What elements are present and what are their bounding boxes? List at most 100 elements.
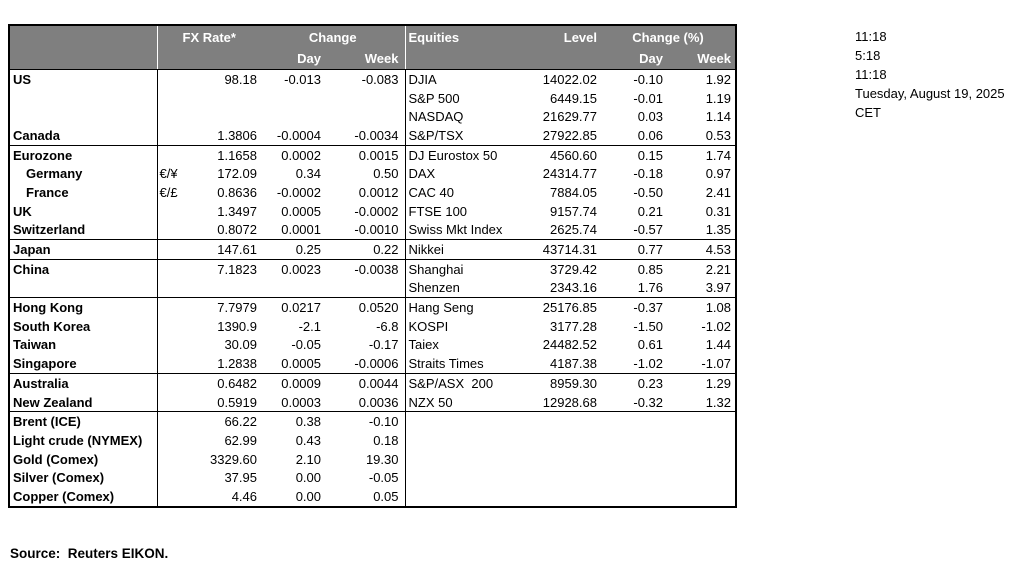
country-label: Singapore	[9, 354, 158, 374]
equity-index-label: Shanghai	[404, 258, 517, 279]
fx-rate-value: 0.8636	[217, 184, 257, 200]
equity-index-label: DAX	[404, 164, 517, 184]
fx-week-change-value: 0.0036	[358, 394, 399, 410]
fx-week-change-value: 19.30	[365, 451, 399, 467]
country-label: Silver (Comex)	[9, 468, 158, 488]
country-label: Copper (Comex)	[9, 487, 158, 507]
header-blank-cell	[9, 48, 158, 70]
table-body: US 98.18 -0.013 -0.083 DJIA 14022.02 -0.…	[9, 69, 736, 507]
equity-week-change-value: 1.92	[705, 71, 731, 87]
fx-week-change-value: 0.0012	[358, 184, 399, 200]
equity-week-change-value	[667, 411, 736, 432]
fx-rate-value: 3329.60	[210, 451, 257, 467]
table-row: Australia 0.6482 0.0009 0.0044 S&P/ASX 2…	[9, 372, 736, 393]
timestamp-1: 11:18	[855, 29, 887, 44]
timestamp-panel: 11:18 5:18 11:18 Tuesday, August 19, 202…	[855, 27, 1005, 122]
fx-rate-value: 172.09	[217, 166, 257, 182]
equity-index-label: Taiex	[404, 335, 517, 355]
currency-pair-label	[157, 431, 195, 450]
source-note: Source: Reuters EIKON.	[10, 546, 169, 561]
fx-day-change-value: 0.0217	[261, 297, 325, 317]
table-row: Taiwan 30.09 -0.05 -0.17 Taiex 24482.52 …	[9, 335, 736, 355]
equity-level-value: 27922.85	[542, 127, 597, 143]
fx-rate-value: 4.46	[231, 488, 257, 504]
fx-day-change-value: 0.00	[295, 488, 321, 504]
fx-day-change-value: -0.05	[291, 337, 321, 353]
currency-pair-label	[157, 450, 195, 469]
equity-level-value: 43714.31	[517, 239, 601, 260]
equity-level-value: 12928.68	[542, 394, 597, 410]
equity-index-label	[404, 449, 517, 469]
equity-level-value: 4560.60	[517, 144, 601, 165]
fx-rate-value	[195, 279, 261, 298]
fx-day-change-value	[261, 89, 325, 108]
fx-week-change-value: -0.05	[368, 470, 399, 486]
fx-week-header: Week	[325, 48, 405, 70]
fx-day-change-value: 2.10	[295, 451, 321, 467]
fx-day-change-value: 0.0003	[281, 394, 321, 410]
fx-day-change-value	[261, 279, 325, 298]
fx-rate-value: 0.8072	[217, 222, 257, 238]
fx-rate-value: 62.99	[224, 432, 257, 448]
table-row: Brent (ICE) 66.22 0.38 -0.10	[9, 411, 736, 432]
table-row: S&P 500 6449.15 -0.01 1.19	[9, 88, 736, 108]
currency-pair-label	[157, 317, 195, 336]
currency-pair-label	[157, 468, 195, 487]
fx-week-change-value: -0.0002	[354, 203, 399, 219]
equity-level-value: 24482.52	[542, 337, 597, 353]
equity-week-change-value: 2.41	[705, 184, 731, 200]
equities-day-header: Day	[601, 48, 667, 70]
fx-rate-value: 1.3806	[217, 127, 257, 143]
currency-pair-label	[157, 144, 195, 165]
header-blank-cell	[517, 48, 601, 70]
fx-day-change-value: 0.0009	[261, 372, 325, 393]
equity-level-value: 7884.05	[550, 184, 597, 200]
equity-week-change-value: 3.97	[705, 280, 731, 296]
fx-day-change-value: -0.013	[284, 71, 321, 87]
equities-change-header: Change (%)	[601, 25, 736, 48]
equity-day-change-value: -0.57	[633, 222, 663, 238]
fx-week-change-value	[325, 279, 405, 298]
fx-day-change-value: -2.1	[298, 318, 321, 334]
equity-level-value	[517, 487, 601, 507]
equity-week-change-value	[667, 431, 736, 450]
header-blank-cell	[404, 48, 517, 70]
equity-level-value: 25176.85	[517, 297, 601, 317]
country-label: Japan	[9, 239, 158, 260]
currency-pair-label	[157, 107, 195, 126]
equities-header: Equities	[404, 25, 517, 48]
currency-pair-label	[157, 239, 195, 260]
fx-week-change-value	[325, 89, 405, 108]
equity-index-label: Nikkei	[404, 239, 517, 260]
table-row: NASDAQ 21629.77 0.03 1.14	[9, 107, 736, 127]
country-label: South Korea	[9, 316, 158, 336]
currency-pair-label	[157, 258, 195, 279]
header-row-1: FX Rate* Change Equities Level Change (%…	[9, 25, 736, 48]
header-blank-cell	[9, 25, 158, 48]
country-label: Hong Kong	[9, 297, 158, 317]
equity-level-value: 6449.15	[550, 90, 597, 106]
equity-week-change-value: 1.35	[705, 222, 731, 238]
table-row: Switzerland 0.8072 0.0001 -0.0010 Swiss …	[9, 220, 736, 240]
equity-week-change-value: 1.32	[705, 394, 731, 410]
currency-pair-label	[157, 487, 195, 507]
equity-week-change-value	[667, 487, 736, 507]
currency-pair-label: €/¥	[159, 166, 178, 182]
table-row: Copper (Comex) 4.46 0.00 0.05	[9, 487, 736, 507]
fx-change-header: Change	[261, 25, 405, 48]
table-header: FX Rate* Change Equities Level Change (%…	[9, 25, 736, 70]
equity-week-change-value: 1.14	[705, 109, 731, 125]
fx-day-change-value: 0.0005	[281, 356, 321, 372]
currency-pair-label	[157, 336, 195, 355]
equity-day-change-value: 0.21	[637, 203, 663, 219]
currency-pair-label	[157, 279, 195, 298]
timestamp-2: 5:18	[855, 48, 881, 63]
country-label: Canada	[9, 126, 158, 146]
equity-index-label: S&P/TSX	[404, 126, 517, 146]
country-label: China	[9, 258, 158, 279]
currency-pair-label: €/£	[159, 184, 178, 200]
equity-index-label	[404, 431, 517, 450]
equity-week-change-value	[667, 468, 736, 487]
timezone-label: CET	[855, 105, 881, 120]
